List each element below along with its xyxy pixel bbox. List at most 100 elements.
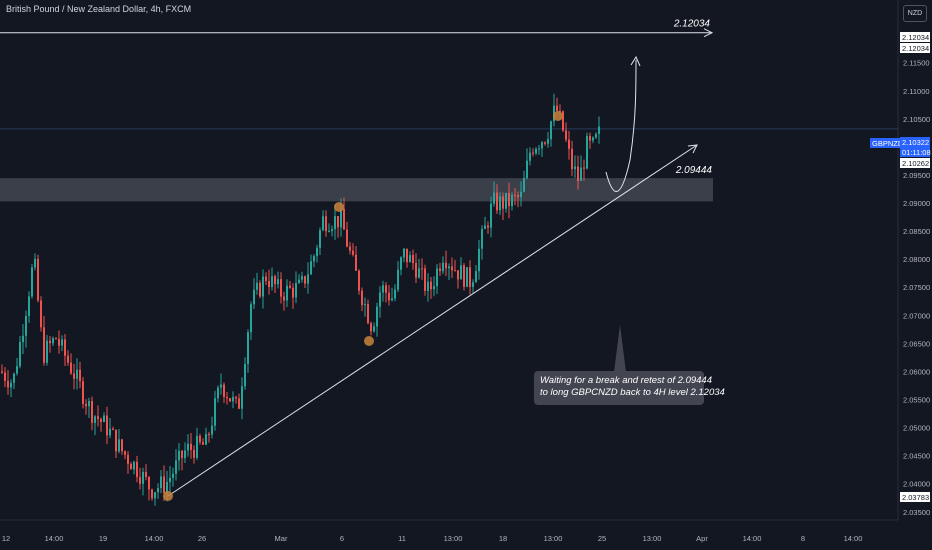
candle-up xyxy=(547,139,549,144)
candle-down xyxy=(502,196,504,209)
candle-up xyxy=(448,266,450,269)
candle-down xyxy=(424,268,426,291)
target-price-tag-bg xyxy=(900,43,930,53)
candle-up xyxy=(271,276,273,288)
candle-up xyxy=(499,196,501,211)
candle-up xyxy=(178,450,180,461)
price-tick-label: 2.09000 xyxy=(903,199,930,208)
candle-up xyxy=(133,461,135,470)
candle-down xyxy=(280,279,282,297)
candle-down xyxy=(556,105,558,111)
projection-arrowhead xyxy=(630,55,641,67)
candle-up xyxy=(13,373,15,383)
candle-down xyxy=(55,338,57,340)
candle-up xyxy=(214,398,216,426)
candle-up xyxy=(586,136,588,169)
candle-up xyxy=(10,382,12,388)
candle-down xyxy=(85,403,87,407)
price-tick-label: 2.11500 xyxy=(903,59,930,68)
note-line-1: Waiting for a break and retest of 2.0944… xyxy=(540,375,712,386)
candle-up xyxy=(34,258,36,268)
candle-up xyxy=(31,267,33,297)
candle-down xyxy=(568,139,570,149)
candle-down xyxy=(412,255,414,263)
time-tick-label: 14:00 xyxy=(743,534,762,543)
candle-up xyxy=(277,279,279,285)
target-level-label: 2.12034 xyxy=(673,19,711,30)
currency-button[interactable]: NZD xyxy=(903,5,927,22)
candle-down xyxy=(193,449,195,458)
candle-up xyxy=(295,282,297,298)
candle-up xyxy=(184,450,186,459)
candle-up xyxy=(205,434,207,445)
time-tick-label: 18 xyxy=(499,534,507,543)
candle-down xyxy=(274,276,276,285)
candle-up xyxy=(220,384,222,388)
price-tick-label: 2.04500 xyxy=(903,452,930,461)
candle-down xyxy=(130,463,132,470)
candle-down xyxy=(517,195,519,198)
swing-point-marker xyxy=(163,491,173,501)
candle-down xyxy=(583,167,585,169)
price-tick-label: 2.07500 xyxy=(903,283,930,292)
candle-up xyxy=(22,335,24,343)
candle-down xyxy=(202,442,204,445)
bid-price-tag: 2.10262 xyxy=(902,159,929,168)
candle-up xyxy=(529,152,531,161)
candle-down xyxy=(496,192,498,211)
candle-down xyxy=(139,477,141,484)
price-tick-label: 2.03500 xyxy=(903,508,930,517)
price-tick-label: 2.09500 xyxy=(903,171,930,180)
candle-up xyxy=(520,191,522,198)
candle-down xyxy=(367,303,369,324)
candle-up xyxy=(250,304,252,333)
candle-down xyxy=(70,362,72,374)
candle-down xyxy=(571,148,573,170)
price-tick-label: 2.04000 xyxy=(903,480,930,489)
time-axis[interactable]: 12 14:00 19 14:00 26 Mar 6 11 13:00 18 13:00 25 13:0… xyxy=(2,534,863,543)
projected-path xyxy=(605,59,637,192)
candle-down xyxy=(577,166,579,181)
price-tick-label: 2.08000 xyxy=(903,255,930,264)
candle-down xyxy=(415,262,417,278)
candle-down xyxy=(7,380,9,388)
analysis-note: Waiting for a break and retest of 2.0944… xyxy=(534,371,725,405)
candle-up xyxy=(88,401,90,407)
candle-down xyxy=(82,381,84,404)
candle-up xyxy=(301,276,303,280)
candle-down xyxy=(430,281,432,290)
candle-up xyxy=(340,208,342,228)
candle-down xyxy=(454,270,456,272)
symbol-tag: GBPNZD xyxy=(872,139,904,148)
candle-up xyxy=(334,216,336,230)
price-tick-label: 2.08500 xyxy=(903,227,930,236)
candle-down xyxy=(58,338,60,346)
candle-up xyxy=(397,269,399,290)
price-tick-label: 2.07000 xyxy=(903,311,930,320)
candle-down xyxy=(136,461,138,478)
candle-down xyxy=(64,339,66,356)
candle-up xyxy=(211,425,213,435)
candle-up xyxy=(505,192,507,209)
candle-down xyxy=(268,281,270,288)
note-line-2: to long GBPCNZD back to 4H level 2.12034 xyxy=(540,387,725,398)
resistance-zone xyxy=(0,178,713,202)
candle-up xyxy=(244,363,246,387)
candle-down xyxy=(439,268,441,272)
candle-down xyxy=(337,216,339,228)
candle-up xyxy=(595,133,597,138)
time-tick-label: 6 xyxy=(340,534,344,543)
candle-down xyxy=(208,434,210,436)
price-tick-label: 2.05000 xyxy=(903,424,930,433)
candle-up xyxy=(196,435,198,458)
candle-up xyxy=(103,415,105,422)
candle-up xyxy=(550,121,552,140)
candle-down xyxy=(508,192,510,207)
time-tick-label: 13:00 xyxy=(444,534,463,543)
candle-up xyxy=(493,192,495,204)
candle-up xyxy=(541,142,543,149)
candle-up xyxy=(322,216,324,231)
candle-down xyxy=(97,416,99,420)
current-price-tag-bg xyxy=(900,137,930,147)
